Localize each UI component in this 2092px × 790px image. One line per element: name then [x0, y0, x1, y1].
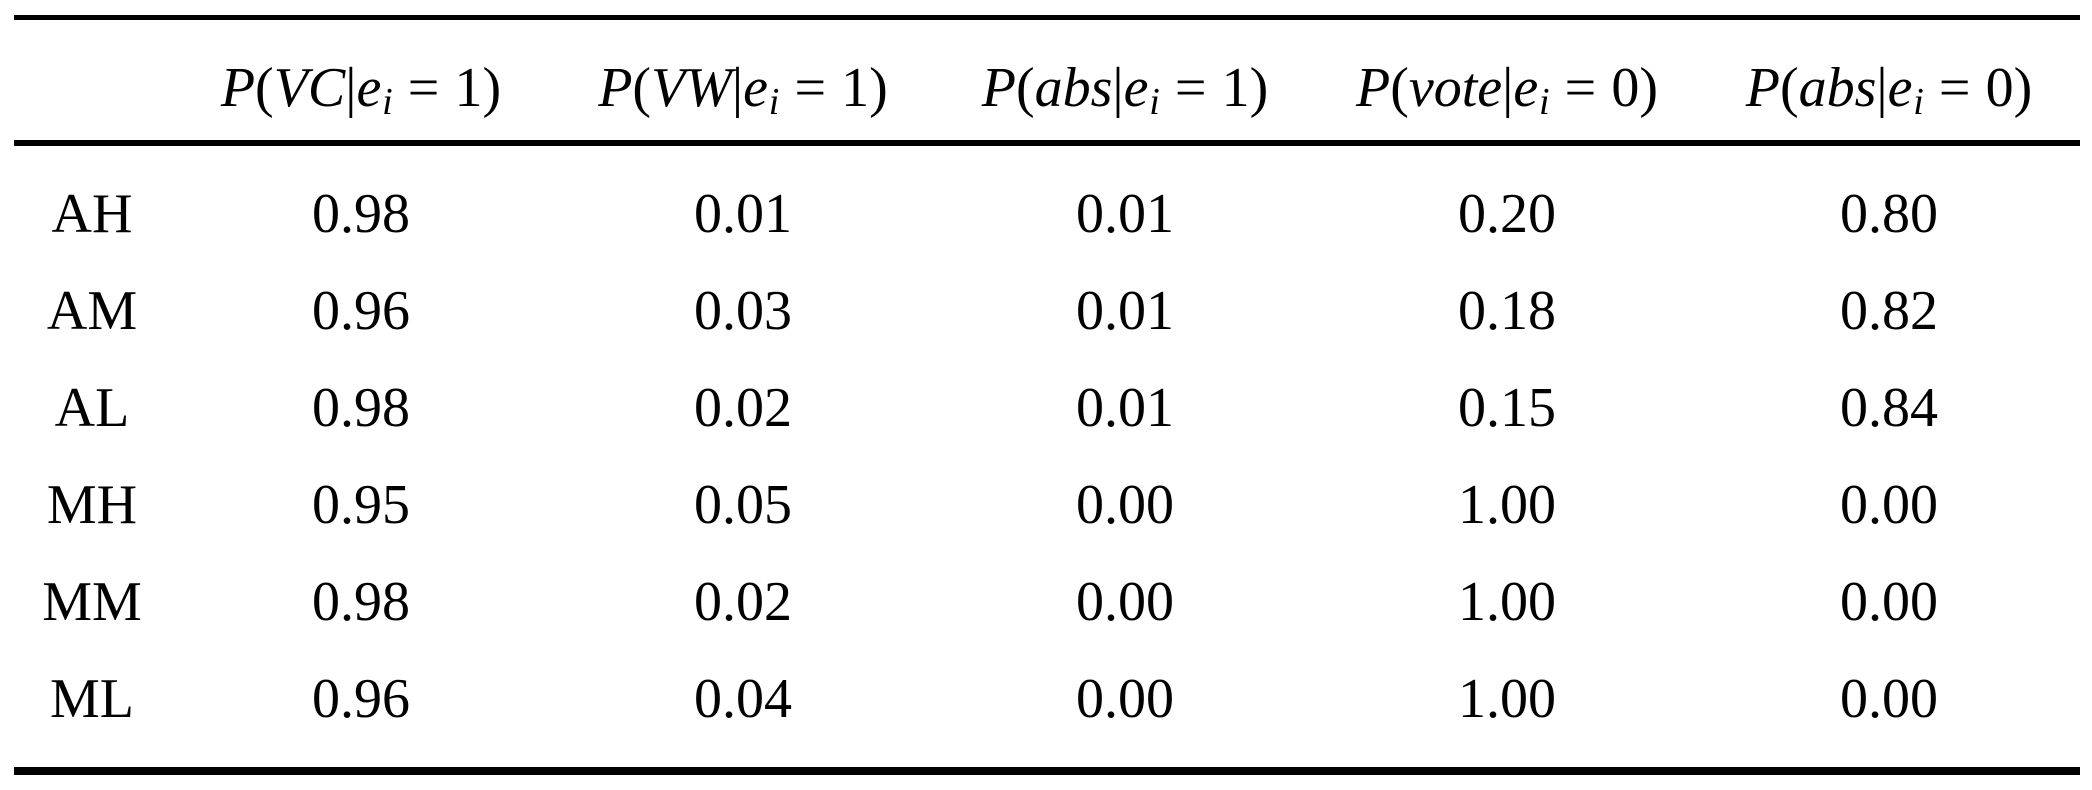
math-prob-symbol: P [981, 57, 1016, 119]
math-subscript-i: i [1149, 81, 1160, 124]
math-value: 1 [1221, 57, 1250, 119]
math-subscript-i: i [1538, 81, 1550, 124]
table-header-row: P(VC|ei = 1) P(VW|ei = 1) P(abs|ei = 1) P(vote… [14, 20, 2080, 140]
math-equals: = [1938, 57, 1971, 119]
cell-value: 0.84 [1840, 377, 1938, 440]
math-open-paren: ( [255, 57, 274, 119]
header-cell-p-vote-given-e0: P(vote|ei = 0) [1316, 57, 1698, 121]
math-arg: abs [1034, 57, 1113, 119]
math-subscript-i: i [1913, 81, 1924, 124]
cell-value: 1.00 [1458, 570, 1556, 633]
table-row-ah: AH 0.98 0.01 0.01 0.20 0.80 [14, 166, 2080, 263]
math-e: e [743, 57, 768, 119]
table-row-al: AL 0.98 0.02 0.01 0.15 0.84 [14, 360, 2080, 457]
cell-value: 0.00 [1840, 473, 1938, 536]
cell-value: 0.82 [1840, 280, 1938, 343]
math-arg: VW [651, 57, 732, 119]
cell-value: 0.00 [1840, 667, 1938, 730]
cell-value: 0.80 [1840, 183, 1938, 246]
math-prob-symbol: P [220, 57, 256, 119]
row-label: MM [42, 570, 142, 633]
table-mid-rule [14, 140, 2080, 146]
cell-value: 0.96 [312, 280, 410, 343]
math-bar: | [1502, 57, 1514, 119]
math-equals: = [1174, 57, 1207, 119]
math-value: 1 [841, 57, 870, 119]
math-close-paren: ) [482, 57, 502, 119]
row-label: AM [46, 280, 138, 343]
math-arg: abs [1798, 57, 1877, 119]
table-row-mh: MH 0.95 0.05 0.00 1.00 0.00 [14, 457, 2080, 554]
cell-value: 0.01 [694, 183, 792, 246]
row-label: AL [54, 377, 130, 440]
math-subscript-i: i [382, 81, 393, 124]
row-label: ML [50, 667, 134, 730]
math-open-paren: ( [1015, 57, 1035, 119]
math-open-paren: ( [1779, 57, 1799, 119]
math-e: e [1887, 57, 1913, 119]
cell-value: 1.00 [1458, 667, 1556, 730]
cell-value: 0.15 [1458, 377, 1556, 440]
math-prob-symbol: P [1745, 57, 1780, 119]
cell-value: 0.04 [694, 667, 792, 730]
header-cell-p-vc-given-e1: P(VC|ei = 1) [170, 57, 552, 121]
table-row-ml: ML 0.96 0.04 0.00 1.00 0.00 [14, 650, 2080, 747]
math-bar: | [1876, 57, 1888, 119]
cell-value: 0.00 [1076, 570, 1174, 633]
header-cell-p-vw-given-e1: P(VW|ei = 1) [552, 57, 934, 121]
math-e: e [1123, 57, 1149, 119]
header-cell-p-abs-given-e1: P(abs|ei = 1) [934, 57, 1316, 121]
math-equals: = [794, 57, 827, 119]
math-open-paren: ( [1390, 57, 1409, 119]
math-prob-symbol: P [598, 57, 633, 119]
cell-value: 0.01 [1076, 377, 1174, 440]
math-value: 0 [1985, 57, 2014, 119]
math-equals: = [407, 57, 440, 119]
math-e: e [1513, 57, 1539, 119]
math-e: e [356, 57, 382, 119]
cell-value: 0.03 [694, 280, 792, 343]
math-prob-symbol: P [1355, 57, 1391, 119]
cell-value: 0.96 [312, 667, 410, 730]
math-open-paren: ( [632, 57, 652, 119]
cell-value: 0.18 [1458, 280, 1556, 343]
math-bar: | [345, 57, 357, 119]
math-bar: | [1112, 57, 1124, 119]
table-row-mm: MM 0.98 0.02 0.00 1.00 0.00 [14, 553, 2080, 650]
cell-value: 0.98 [312, 183, 410, 246]
header-cell-p-abs-given-e0: P(abs|ei = 0) [1698, 57, 2080, 121]
cell-value: 0.05 [694, 473, 792, 536]
math-close-paren: ) [1249, 57, 1269, 119]
math-arg: vote [1408, 57, 1503, 119]
math-bar: | [731, 57, 744, 119]
math-subscript-i: i [768, 81, 780, 124]
cell-value: 0.01 [1076, 280, 1174, 343]
cell-value: 0.00 [1076, 667, 1174, 730]
cell-value: 1.00 [1458, 473, 1556, 536]
table-bottom-rule [14, 767, 2080, 775]
math-value: 1 [454, 57, 483, 119]
math-close-paren: ) [2013, 57, 2033, 119]
cell-value: 0.98 [312, 570, 410, 633]
math-equals: = [1564, 57, 1597, 119]
cell-value: 0.00 [1076, 473, 1174, 536]
math-arg: VC [273, 57, 346, 119]
cell-value: 0.01 [1076, 183, 1174, 246]
table-top-rule [14, 15, 2080, 20]
cell-value: 0.00 [1840, 570, 1938, 633]
math-close-paren: ) [869, 57, 888, 119]
row-label: MH [46, 473, 138, 536]
table-body: AH 0.98 0.01 0.01 0.20 0.80 AM 0.96 0.03… [14, 146, 2080, 767]
cell-value: 0.95 [312, 473, 410, 536]
cell-value: 0.20 [1458, 183, 1556, 246]
cell-value: 0.02 [694, 570, 792, 633]
math-close-paren: ) [1639, 57, 1659, 119]
row-label: AH [51, 183, 133, 246]
cell-value: 0.02 [694, 377, 792, 440]
math-value: 0 [1611, 57, 1640, 119]
cell-value: 0.98 [312, 377, 410, 440]
table-row-am: AM 0.96 0.03 0.01 0.18 0.82 [14, 263, 2080, 360]
